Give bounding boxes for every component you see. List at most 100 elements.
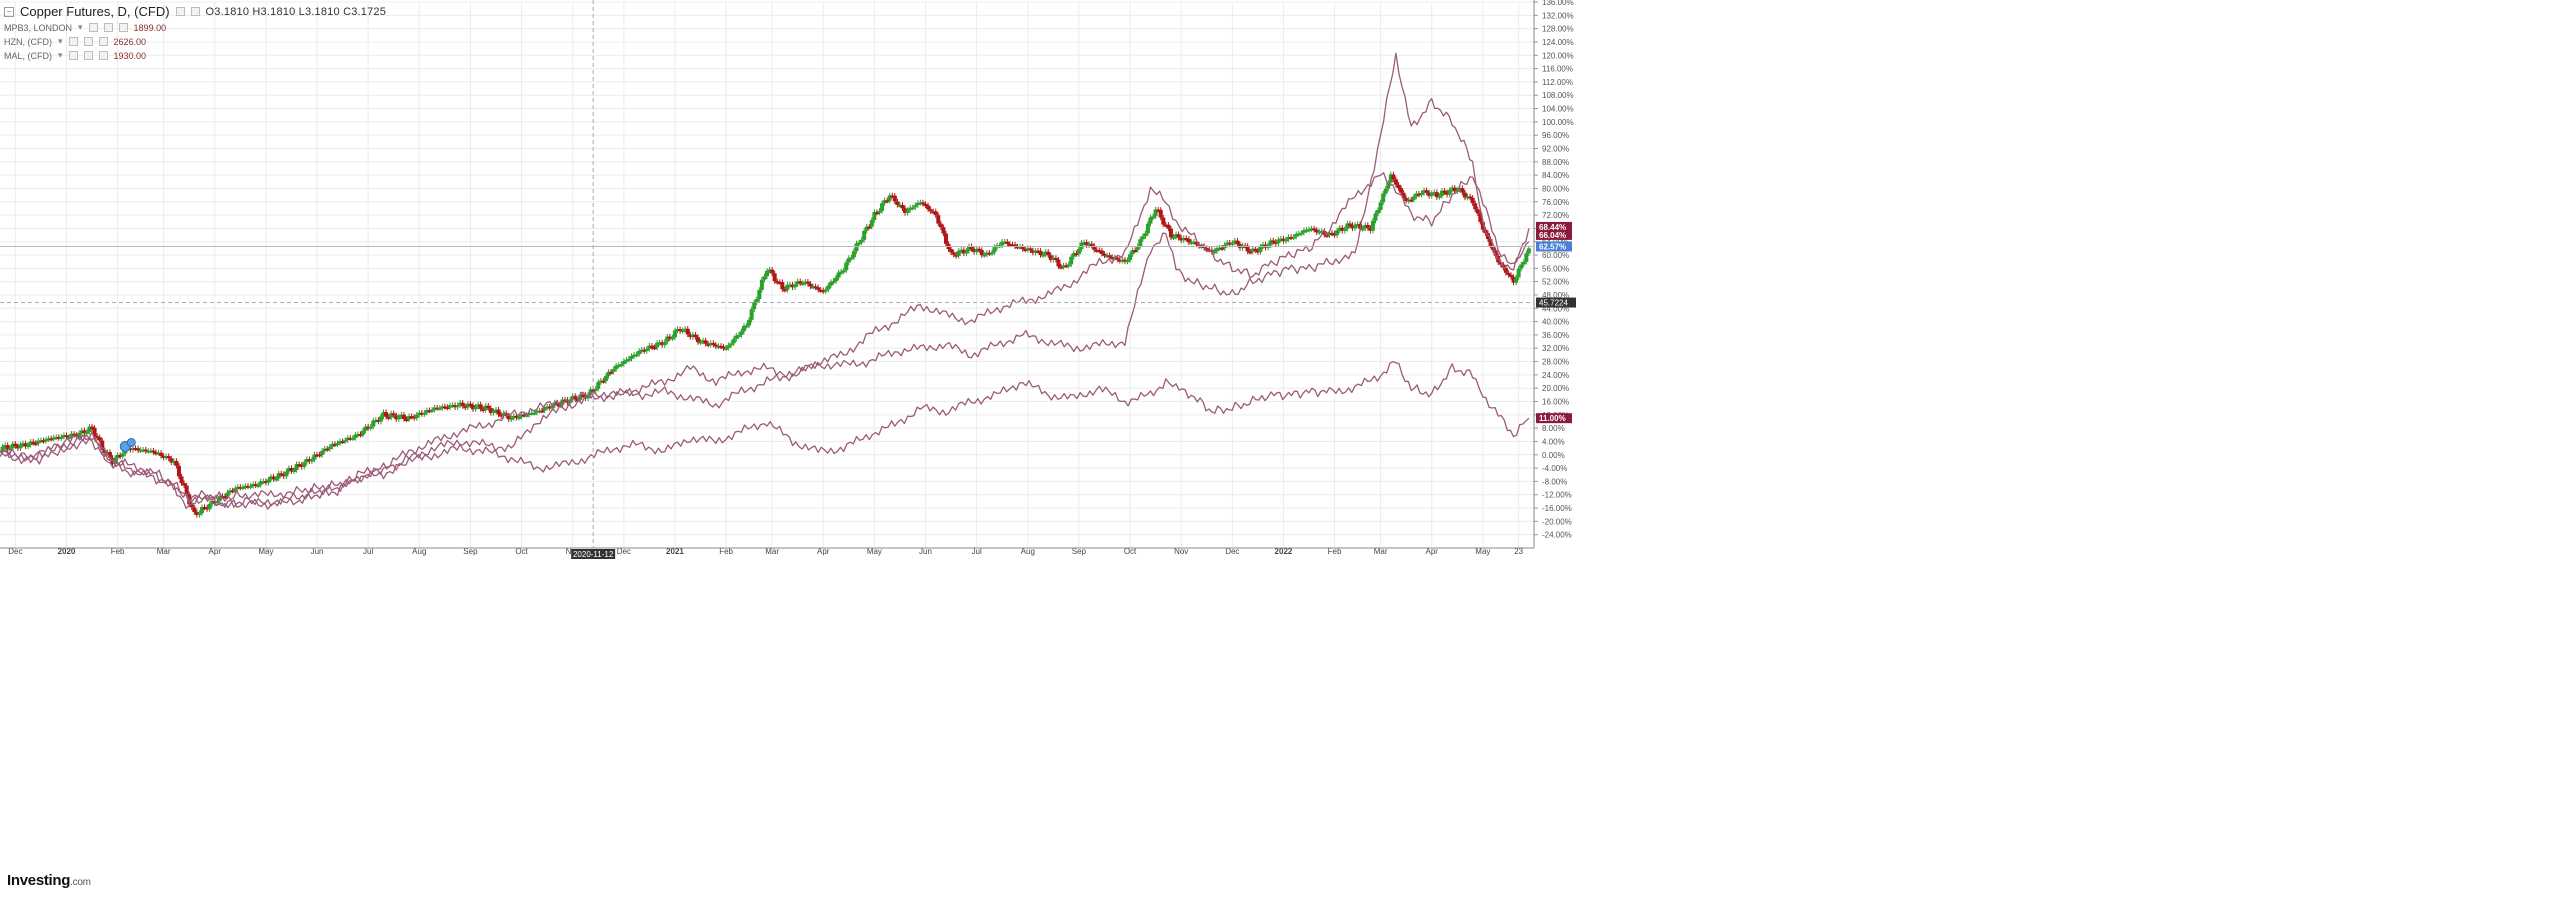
dropdown-caret-icon[interactable]: ▾	[78, 22, 83, 32]
candle-body	[798, 281, 803, 284]
candle-body	[1056, 259, 1061, 267]
candle	[1378, 199, 1383, 213]
candle-body	[450, 405, 455, 408]
candle-body	[1120, 259, 1125, 262]
close-icon[interactable]	[190, 7, 200, 16]
crosshair-value-box	[1536, 297, 1576, 308]
candle	[222, 493, 227, 500]
candle-body	[849, 257, 854, 260]
candle-body	[724, 347, 729, 350]
candle-body	[1089, 243, 1094, 246]
candle	[1143, 230, 1148, 239]
candle-body	[941, 227, 946, 234]
candle	[652, 344, 657, 351]
candle	[1373, 210, 1378, 224]
candle-body	[1376, 209, 1381, 214]
candle	[759, 277, 764, 293]
visibility-icon[interactable]	[88, 23, 98, 32]
candle	[8, 445, 13, 452]
event-marker-icon	[126, 437, 136, 447]
candle-body	[601, 380, 606, 383]
candle-body	[355, 434, 360, 437]
candle-body	[146, 450, 151, 453]
candle	[87, 423, 92, 435]
candle-body	[821, 290, 826, 293]
candle	[1429, 190, 1434, 199]
candle-body	[522, 414, 527, 417]
legend-series-name[interactable]: MPB3, LONDON	[4, 22, 73, 33]
candle	[1097, 247, 1102, 254]
crosshair-date-label: 2020-11-12	[573, 550, 614, 559]
candle-body	[38, 440, 43, 443]
candle	[1437, 193, 1442, 200]
candle-body	[1166, 224, 1171, 229]
main-series-label[interactable]: Copper Futures, D, (CFD)	[20, 4, 170, 19]
close-icon[interactable]	[98, 37, 108, 46]
candle	[506, 412, 511, 422]
candle	[933, 208, 938, 218]
candle-body	[1074, 253, 1079, 256]
candle	[194, 509, 199, 518]
candle-body	[616, 364, 621, 367]
candle	[905, 207, 910, 216]
candle-body	[335, 443, 340, 446]
candle-body	[793, 284, 798, 288]
candle	[1102, 251, 1107, 259]
candle	[823, 286, 828, 294]
legend-series-name[interactable]: HZN, (CFD)	[4, 36, 52, 47]
candle-body	[230, 490, 235, 493]
candle	[299, 462, 304, 470]
candle-body	[23, 443, 28, 447]
candle-body	[897, 204, 902, 207]
candle	[90, 423, 95, 431]
candle	[414, 412, 419, 421]
candle-body	[542, 407, 547, 411]
candle-body	[417, 412, 422, 415]
candle-body	[222, 496, 227, 499]
candle-body	[1319, 230, 1324, 233]
visibility-icon[interactable]	[68, 37, 78, 46]
candle	[378, 413, 383, 425]
settings-icon[interactable]	[103, 23, 113, 32]
close-icon[interactable]	[118, 23, 128, 32]
collapse-legend-icon[interactable]: −	[4, 6, 14, 17]
candle	[82, 427, 87, 436]
candle-body	[529, 412, 534, 415]
candle	[1245, 243, 1250, 255]
candle	[1465, 193, 1470, 201]
candle	[862, 228, 867, 243]
candle-body	[1036, 250, 1041, 253]
dropdown-caret-icon[interactable]: ▾	[58, 36, 63, 46]
candle-body	[1189, 241, 1194, 244]
y-tick-label: 20.00%	[1542, 384, 1569, 393]
candle	[263, 478, 268, 486]
candle	[772, 270, 777, 284]
candle-body	[905, 209, 910, 214]
candle-body	[107, 452, 112, 458]
candle	[493, 406, 498, 414]
legend-series-name[interactable]: MAL, (CFD)	[4, 50, 52, 61]
candle	[245, 483, 250, 490]
candle-body	[493, 409, 498, 412]
candle	[931, 208, 936, 214]
candle-body	[217, 496, 222, 501]
settings-icon[interactable]	[83, 51, 93, 60]
candle	[248, 483, 253, 490]
candle-body	[376, 419, 381, 422]
candle-body	[1181, 238, 1186, 241]
dropdown-caret-icon[interactable]: ▾	[58, 50, 63, 60]
candle-body	[1248, 251, 1253, 254]
close-icon[interactable]	[98, 51, 108, 60]
settings-icon[interactable]	[83, 37, 93, 46]
candle-body	[269, 476, 274, 480]
settings-icon[interactable]	[175, 7, 185, 16]
y-tick-label: 60.00%	[1542, 251, 1569, 260]
candle	[885, 197, 890, 204]
y-tick-label: 36.00%	[1542, 331, 1569, 340]
candle	[1099, 247, 1104, 257]
candle	[1330, 230, 1335, 237]
candle	[734, 332, 739, 342]
visibility-icon[interactable]	[68, 51, 78, 60]
candle	[486, 403, 491, 411]
